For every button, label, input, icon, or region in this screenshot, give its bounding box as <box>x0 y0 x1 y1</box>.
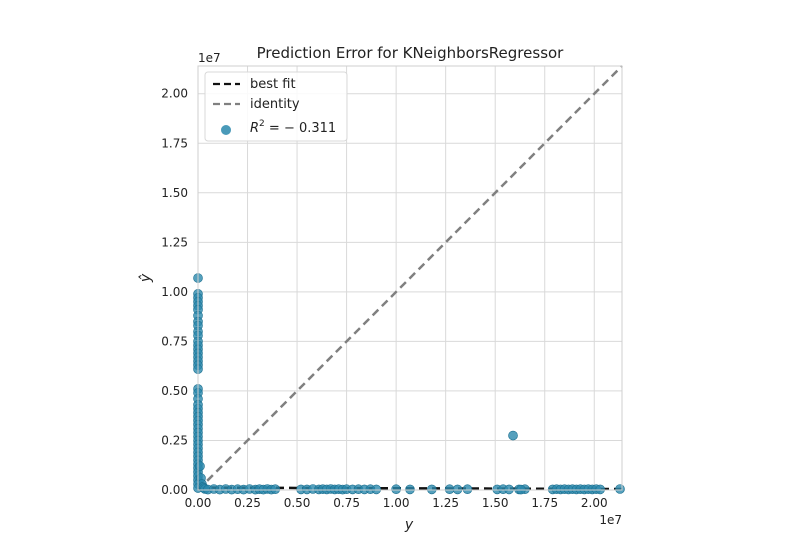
x-axis-label: y <box>404 517 414 533</box>
y-tick-label: 0.50 <box>161 384 188 398</box>
y-tick-label: 1.25 <box>161 235 188 249</box>
y-tick-label: 0.00 <box>161 483 188 497</box>
x-tick-labels: 0.00 0.25 0.50 0.75 1.00 1.25 1.50 1.75 2.00 <box>185 496 608 510</box>
scatter-point <box>504 484 514 495</box>
scatter-point <box>405 484 415 495</box>
scatter-point <box>371 484 382 495</box>
plot-frame <box>197 65 623 491</box>
legend-r2-value: = − 0.311 <box>265 121 336 136</box>
y-offset-label: 1e7 <box>198 51 221 65</box>
x-tick-label: 0.25 <box>234 496 261 510</box>
x-tick-label: 1.50 <box>482 496 509 510</box>
scatter-point <box>595 484 606 495</box>
legend-r2-label: R2 = − 0.311 <box>250 119 336 136</box>
scatter-point <box>462 484 473 495</box>
y-tick-label: 2.00 <box>161 87 188 101</box>
x-tick-label: 1.25 <box>432 496 459 510</box>
legend-best-fit-label: best fit <box>250 77 296 92</box>
y-axis-label: ŷ <box>138 273 154 283</box>
scatter-point <box>426 484 437 495</box>
y-tick-label: 0.25 <box>161 433 188 447</box>
identity-line <box>197 65 623 491</box>
y-tick-labels: 0.00 0.25 0.50 0.75 1.00 1.25 1.50 1.75 2.00 <box>161 87 188 497</box>
y-tick-label: 0.75 <box>161 334 188 348</box>
grid <box>197 66 622 491</box>
legend-identity-label: identity <box>250 97 300 112</box>
legend-r2-base: R <box>250 121 259 136</box>
x-tick-label: 0.50 <box>284 496 311 510</box>
scatter-point <box>508 430 518 441</box>
y-tick-label: 1.50 <box>161 186 188 200</box>
y-tick-label: 1.00 <box>161 285 188 299</box>
legend-r2-marker <box>221 125 231 135</box>
x-tick-label: 2.00 <box>581 496 608 510</box>
x-tick-label: 1.75 <box>531 496 558 510</box>
legend-box <box>204 71 348 142</box>
x-tick-label: 1.00 <box>383 496 410 510</box>
scatter-point <box>391 484 401 495</box>
scatter-point <box>615 484 625 494</box>
chart-title: Prediction Error for KNeighborsRegressor <box>257 44 565 62</box>
scatter-point <box>195 461 205 472</box>
legend: best fit identity R2 = − 0.311 <box>204 71 348 142</box>
legend-r2-sup: 2 <box>259 119 265 129</box>
x-tick-label: 0.00 <box>185 496 212 510</box>
x-offset-label: 1e7 <box>599 513 622 527</box>
scatter-point <box>270 484 281 495</box>
y-tick-label: 1.75 <box>161 136 188 150</box>
x-tick-label: 0.75 <box>333 496 360 510</box>
scatter-point <box>452 484 463 495</box>
